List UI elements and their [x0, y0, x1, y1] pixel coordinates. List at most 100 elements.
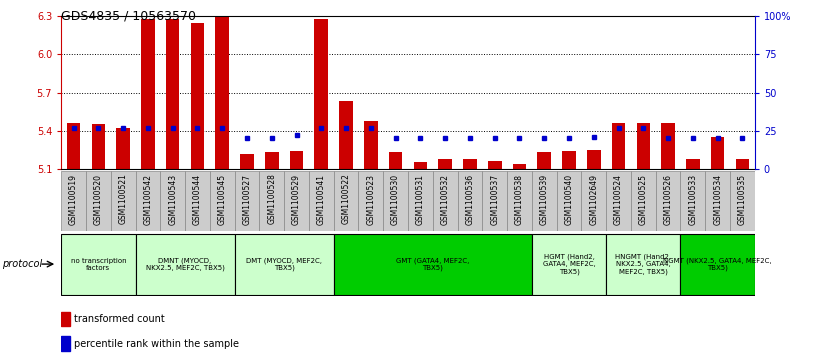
Bar [111, 171, 135, 231]
Bar [438, 159, 452, 169]
Text: HGMT (Hand2,
GATA4, MEF2C,
TBX5): HGMT (Hand2, GATA4, MEF2C, TBX5) [543, 254, 596, 274]
Bar [160, 171, 185, 231]
Bar [135, 234, 235, 295]
Text: GSM1100534: GSM1100534 [713, 174, 722, 225]
Bar [61, 171, 86, 231]
Bar [265, 152, 278, 169]
Text: HNGMT (Hand2,
NKX2.5, GATA4,
MEF2C, TBX5): HNGMT (Hand2, NKX2.5, GATA4, MEF2C, TBX5… [615, 254, 672, 274]
Text: GSM1100519: GSM1100519 [69, 174, 78, 225]
Bar [141, 19, 155, 169]
Text: GSM1100524: GSM1100524 [614, 174, 623, 225]
Bar [512, 164, 526, 169]
Bar [681, 234, 755, 295]
Bar [91, 124, 105, 169]
Bar [334, 234, 532, 295]
Text: GSM1102649: GSM1102649 [589, 174, 598, 225]
Bar [259, 171, 284, 231]
Text: GSM1100529: GSM1100529 [292, 174, 301, 225]
Bar [364, 121, 378, 169]
Text: GSM1100533: GSM1100533 [689, 174, 698, 225]
Bar [488, 161, 502, 169]
Text: GSM1100527: GSM1100527 [242, 174, 251, 225]
Bar [538, 152, 551, 169]
Text: GSM1100528: GSM1100528 [268, 174, 277, 224]
Bar [339, 101, 353, 169]
Bar [414, 162, 428, 169]
Bar [705, 171, 730, 231]
Bar [730, 171, 755, 231]
Bar [166, 19, 180, 169]
Text: GSM1100545: GSM1100545 [218, 174, 227, 225]
Bar [557, 171, 581, 231]
Bar [532, 234, 606, 295]
Bar [606, 234, 681, 295]
Text: GSM1100543: GSM1100543 [168, 174, 177, 225]
Bar [656, 171, 681, 231]
Bar [240, 154, 254, 169]
Text: GSM1100522: GSM1100522 [342, 174, 351, 224]
Bar [290, 151, 304, 169]
Text: protocol: protocol [2, 259, 42, 269]
Bar [86, 171, 111, 231]
Text: GSM1100542: GSM1100542 [144, 174, 153, 225]
Text: percentile rank within the sample: percentile rank within the sample [74, 339, 239, 348]
Bar [135, 171, 160, 231]
Text: GSM1100540: GSM1100540 [565, 174, 574, 225]
Bar [191, 23, 204, 169]
Bar [631, 171, 656, 231]
Bar [358, 171, 384, 231]
Text: GSM1100536: GSM1100536 [465, 174, 474, 225]
Bar [562, 151, 576, 169]
Bar [735, 159, 749, 169]
Text: GSM1100525: GSM1100525 [639, 174, 648, 225]
Text: GSM1100538: GSM1100538 [515, 174, 524, 225]
Text: GSM1100532: GSM1100532 [441, 174, 450, 225]
Bar [61, 337, 70, 351]
Bar [661, 123, 675, 169]
Bar [711, 137, 725, 169]
Bar [432, 171, 458, 231]
Text: GSM1100541: GSM1100541 [317, 174, 326, 225]
Bar [309, 171, 334, 231]
Bar [210, 171, 235, 231]
Bar [215, 16, 229, 169]
Bar [507, 171, 532, 231]
Bar [458, 171, 482, 231]
Text: GSM1100530: GSM1100530 [391, 174, 400, 225]
Text: GSM1100539: GSM1100539 [539, 174, 548, 225]
Bar [606, 171, 631, 231]
Text: GDS4835 / 10563570: GDS4835 / 10563570 [61, 9, 196, 22]
Text: transformed count: transformed count [74, 314, 165, 324]
Text: GSM1100521: GSM1100521 [118, 174, 127, 224]
Bar [636, 123, 650, 169]
Bar [612, 123, 625, 169]
Text: no transcription
factors: no transcription factors [70, 258, 126, 270]
Bar [334, 171, 358, 231]
Text: GSM1100544: GSM1100544 [193, 174, 202, 225]
Text: GSM1100523: GSM1100523 [366, 174, 375, 225]
Text: DMT (MYOCD, MEF2C,
TBX5): DMT (MYOCD, MEF2C, TBX5) [246, 257, 322, 271]
Bar [384, 171, 408, 231]
Text: DMNT (MYOCD,
NKX2.5, MEF2C, TBX5): DMNT (MYOCD, NKX2.5, MEF2C, TBX5) [145, 257, 224, 271]
Bar [582, 171, 606, 231]
Bar [388, 152, 402, 169]
Bar [284, 171, 309, 231]
Bar [587, 150, 601, 169]
Bar [532, 171, 557, 231]
Text: GSM1100520: GSM1100520 [94, 174, 103, 225]
Bar [314, 19, 328, 169]
Bar [61, 234, 135, 295]
Text: GSM1100537: GSM1100537 [490, 174, 499, 225]
Text: GMT (GATA4, MEF2C,
TBX5): GMT (GATA4, MEF2C, TBX5) [396, 257, 469, 271]
Bar [681, 171, 705, 231]
Bar [235, 234, 334, 295]
Text: GSM1100531: GSM1100531 [416, 174, 425, 225]
Bar [408, 171, 432, 231]
Text: GSM1100535: GSM1100535 [738, 174, 747, 225]
Text: NGMT (NKX2.5, GATA4, MEF2C,
TBX5): NGMT (NKX2.5, GATA4, MEF2C, TBX5) [663, 257, 772, 271]
Bar [482, 171, 507, 231]
Text: GSM1100526: GSM1100526 [663, 174, 672, 225]
Bar [117, 128, 130, 169]
Bar [185, 171, 210, 231]
Bar [235, 171, 259, 231]
